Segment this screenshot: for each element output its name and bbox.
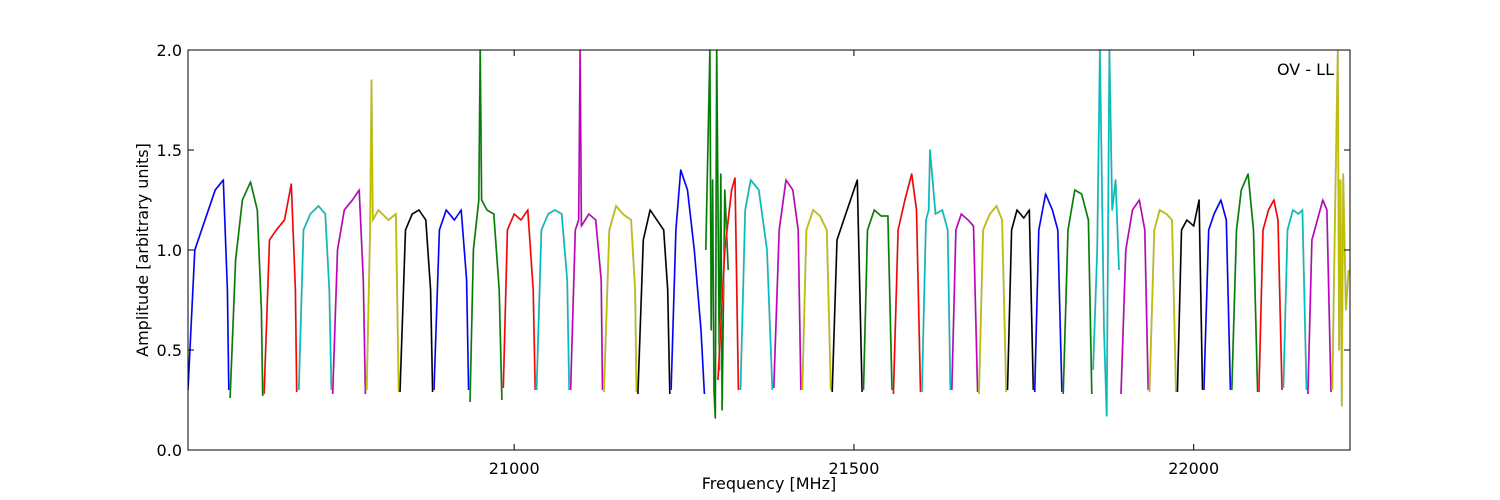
- series-3-line: [298, 205, 333, 391]
- series-24-line: [951, 213, 979, 393]
- y-tick-label: 0.0: [157, 441, 182, 460]
- series-14-line: [670, 169, 706, 395]
- y-axis: 0.0 0.5 1.0 1.5 2.0: [157, 41, 1350, 460]
- x-tick-label: 21500: [828, 459, 879, 478]
- series-37-line: [1307, 199, 1332, 395]
- y-axis-label: Amplitude [arbitrary units]: [133, 143, 152, 357]
- series-19-line: [801, 209, 832, 391]
- series-11-line: [569, 50, 604, 391]
- series-20-line: [831, 179, 863, 393]
- series-22-line: [892, 173, 922, 395]
- x-axis-label: Frequency [MHz]: [702, 474, 836, 493]
- series-30-line: [1120, 199, 1149, 395]
- series-16-line: [717, 177, 740, 391]
- series-29-line: [1092, 50, 1120, 417]
- series-32-line: [1176, 199, 1204, 393]
- series-12-line: [603, 205, 638, 393]
- series-17-line: [739, 179, 774, 391]
- y-tick-label: 1.5: [157, 141, 182, 160]
- y-tick-label: 1.0: [157, 241, 182, 260]
- series-38-line: [1331, 50, 1350, 407]
- series-10-line: [535, 209, 570, 391]
- y-tick-label: 0.5: [157, 341, 182, 360]
- y-tick-label: 2.0: [157, 41, 182, 60]
- series-28-line: [1062, 189, 1093, 395]
- series-layer: [188, 50, 1350, 419]
- series-36-line: [1282, 209, 1308, 391]
- series-5-line: [365, 79, 400, 393]
- series-0-line: [188, 179, 230, 391]
- series-25-line: [978, 205, 1007, 395]
- series-8-line: [469, 50, 503, 403]
- series-13-line: [637, 209, 671, 395]
- series-6-line: [399, 209, 434, 393]
- series-27-line: [1033, 193, 1063, 393]
- series-18-line: [773, 179, 802, 391]
- series-34-line: [1231, 173, 1259, 393]
- series-35-line: [1258, 199, 1283, 393]
- series-31-line: [1148, 209, 1177, 393]
- x-tick-label: 22000: [1168, 459, 1219, 478]
- chart-annotation: OV - LL: [1277, 60, 1334, 79]
- series-1-line: [229, 181, 264, 399]
- series-2-line: [263, 183, 298, 395]
- series-26-line: [1006, 209, 1035, 391]
- series-4-line: [331, 189, 367, 395]
- series-23-line: [921, 149, 952, 393]
- x-axis: 21000 21500 22000: [489, 50, 1219, 478]
- series-33-line: [1203, 199, 1232, 391]
- series-9-line: [502, 209, 536, 391]
- series-15-line: [705, 50, 729, 419]
- x-tick-label: 21000: [489, 459, 540, 478]
- series-21-line: [862, 209, 893, 391]
- series-7-line: [433, 209, 470, 391]
